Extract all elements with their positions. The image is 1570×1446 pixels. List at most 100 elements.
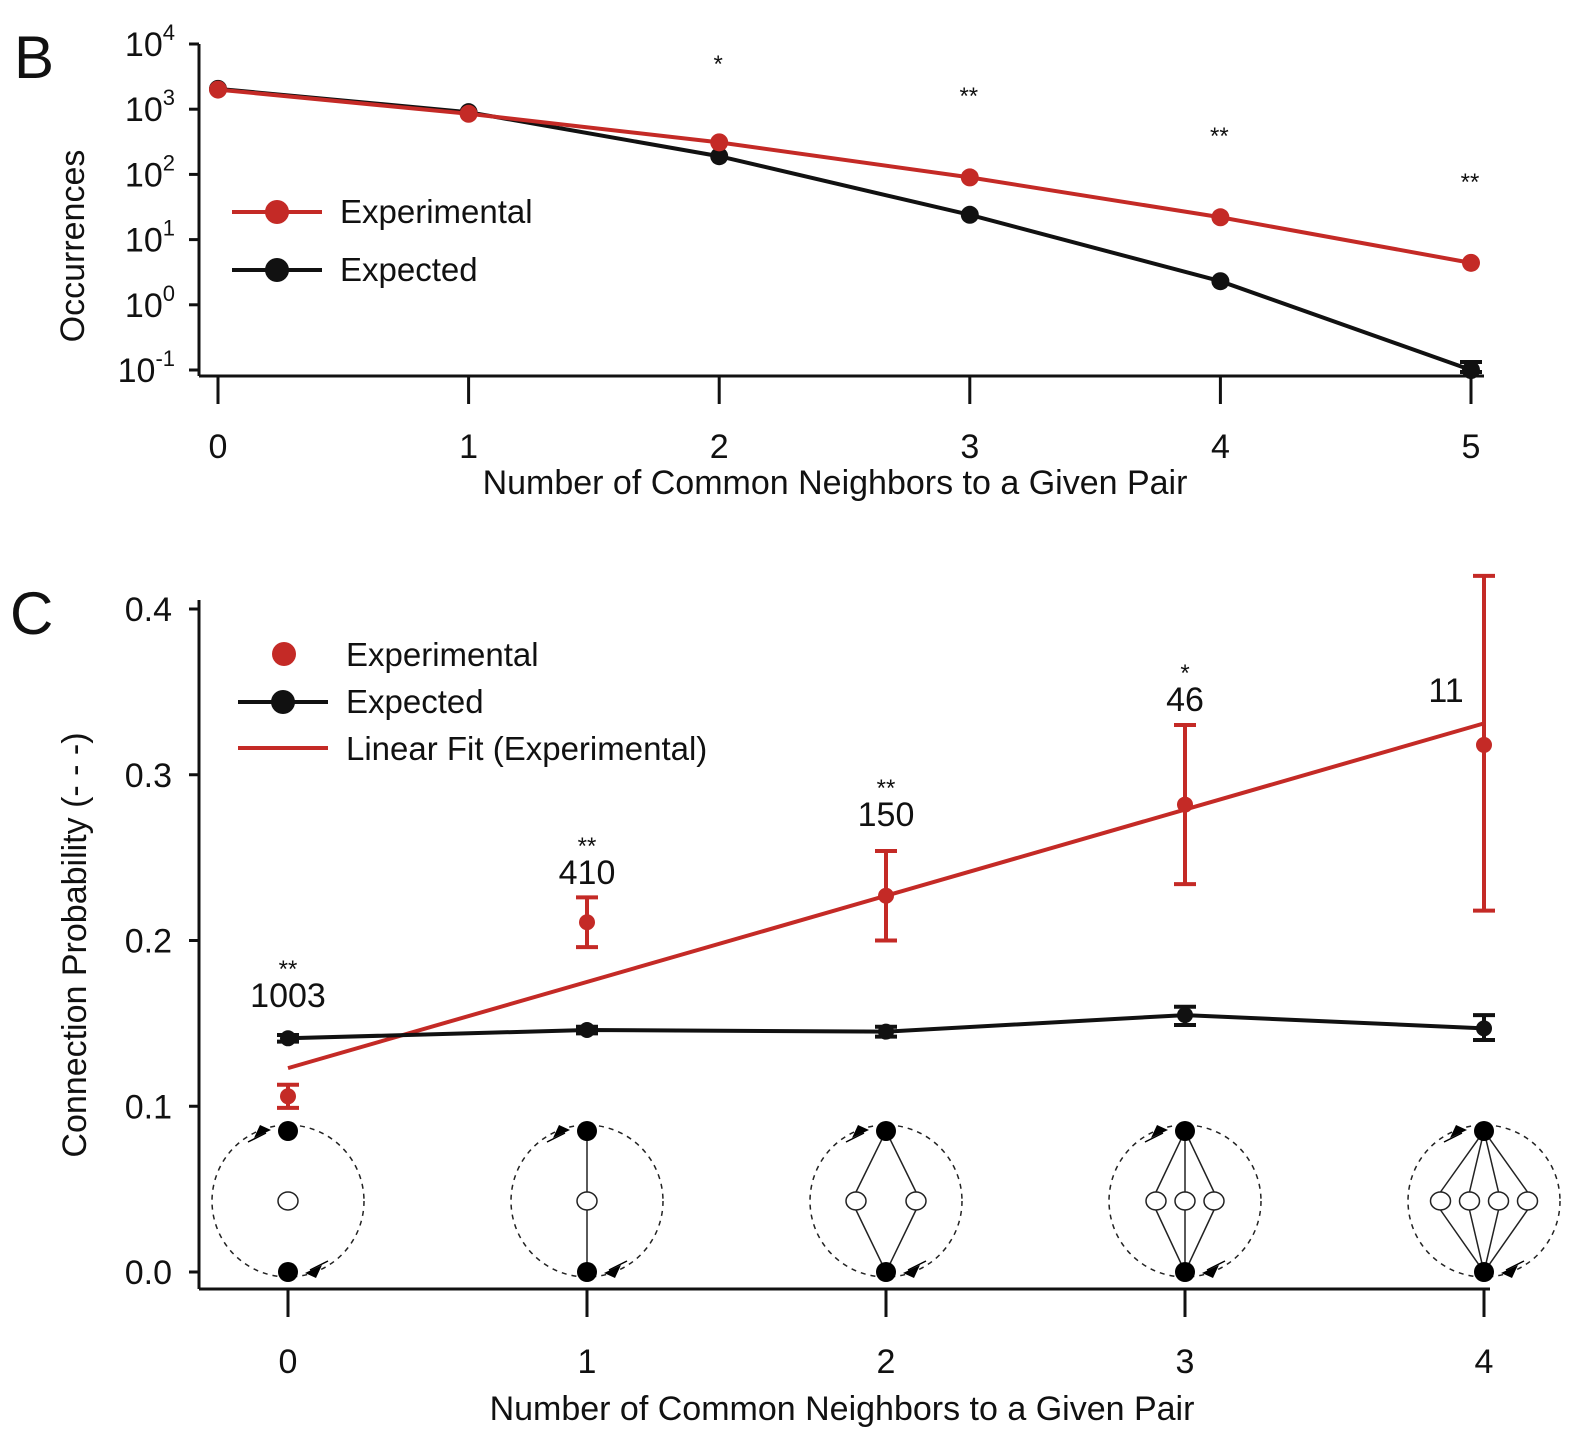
c-x-tick-label: 4 xyxy=(1475,1343,1494,1381)
c-motif-dashed-circle xyxy=(1108,1124,1262,1278)
c-sample-count-label: 11 xyxy=(1428,672,1463,710)
c-motif-arrow xyxy=(546,1132,566,1143)
c-motif-neighbor-node xyxy=(1174,1191,1196,1211)
c-motif-dashed-circle xyxy=(1407,1124,1561,1278)
b-significance-marker: ** xyxy=(1210,123,1229,150)
b-point-experimental xyxy=(459,104,478,123)
c-motif-pair-node xyxy=(1175,1262,1195,1282)
b-legend: Experimental Expected xyxy=(232,193,533,288)
c-sample-count-label: 46 xyxy=(1166,681,1204,719)
c-motif-pair-node xyxy=(1474,1262,1494,1282)
c-point-expected xyxy=(878,1023,894,1040)
c-point-experimental xyxy=(1177,796,1193,813)
b-y-tick-label: 103 xyxy=(125,85,175,129)
c-motif-neighbor-node xyxy=(845,1191,867,1211)
c-motif-neighbor-node xyxy=(277,1191,299,1211)
panel-c-label: C xyxy=(10,580,53,647)
c-motif-arrow xyxy=(1505,1260,1525,1271)
c-motif-neighbor-node xyxy=(1487,1191,1510,1211)
c-motif-neighbor-node xyxy=(1145,1191,1167,1211)
c-motif-neighbor-node xyxy=(1516,1191,1539,1211)
c-y-axis-label: Connection Probability (- - -) xyxy=(56,732,94,1157)
panel-c: C 0.0 0.1 0.2 0.3 0.4 0 1 2 3 4 Number of Common… xyxy=(10,573,1561,1428)
b-x-tick-label: 1 xyxy=(459,428,478,466)
c-motif-schematic xyxy=(1108,1121,1262,1282)
c-legend-experimental-marker xyxy=(272,642,296,666)
c-point-experimental xyxy=(579,914,595,931)
b-point-experimental xyxy=(710,133,729,152)
panel-b: B 10-1 100 101 102 103 104 0 1 2 3 4 5 Number of C… xyxy=(14,20,1484,502)
c-motif-schematic xyxy=(1407,1121,1561,1282)
b-x-tick-label: 3 xyxy=(960,428,979,466)
c-y-tick-label: 0.1 xyxy=(125,1088,172,1126)
c-point-experimental xyxy=(1476,736,1492,753)
c-motif-pair-node xyxy=(876,1121,896,1141)
c-motif-dashed-circle xyxy=(211,1124,365,1278)
c-motif-arrowhead xyxy=(604,1265,621,1278)
c-motif-pair-node xyxy=(278,1121,298,1141)
c-motif-edge xyxy=(885,1130,917,1193)
c-motif-pair-node xyxy=(577,1121,597,1141)
c-motif-neighbor-node xyxy=(905,1191,927,1211)
c-legend-expected-label: Expected xyxy=(346,683,484,720)
c-motif-dashed-circle xyxy=(510,1124,664,1278)
c-y-tick-label: 0.2 xyxy=(125,923,172,961)
c-motif-edge xyxy=(1155,1209,1186,1273)
b-point-expected xyxy=(710,147,729,166)
c-motif-neighbor-node xyxy=(1429,1191,1452,1211)
c-point-experimental xyxy=(280,1088,296,1105)
c-x-tick-label: 3 xyxy=(1176,1343,1195,1381)
c-motif-arrow xyxy=(247,1132,267,1143)
c-x-axis-label: Number of Common Neighbors to a Given Pa… xyxy=(490,1390,1195,1428)
c-motif-arrowhead xyxy=(852,1125,869,1138)
b-significance-marker: * xyxy=(714,51,723,78)
c-motif-edge xyxy=(1483,1130,1529,1193)
c-motif-schematic xyxy=(809,1121,963,1282)
b-point-experimental xyxy=(1211,208,1230,227)
c-sample-count-label: 1003 xyxy=(250,977,326,1015)
c-sample-count-label: 410 xyxy=(559,854,616,892)
b-significance-marker: ** xyxy=(959,83,978,110)
c-significance-marker: ** xyxy=(578,833,597,860)
panel-b-label: B xyxy=(14,24,54,91)
b-y-tick-label: 100 xyxy=(125,281,175,325)
c-x-tick-label: 0 xyxy=(279,1343,298,1381)
c-y-tick-label: 0.0 xyxy=(125,1254,172,1292)
c-motif-edge xyxy=(1483,1209,1529,1273)
c-motif-edge xyxy=(1483,1130,1500,1193)
c-motif-neighbor-node xyxy=(1203,1191,1225,1211)
c-significance-marker: ** xyxy=(877,775,896,802)
c-point-expected xyxy=(1476,1020,1492,1037)
c-motif-neighbor-node xyxy=(576,1191,598,1211)
c-motif-arrow xyxy=(309,1260,329,1271)
c-legend: Experimental Expected Linear Fit (Experi… xyxy=(238,636,707,767)
c-motif-arrowhead xyxy=(903,1265,920,1278)
c-motif-arrow xyxy=(845,1132,865,1143)
b-point-experimental xyxy=(960,168,979,187)
b-y-tick-label: 102 xyxy=(125,150,175,194)
b-point-expected xyxy=(960,205,979,224)
c-y-tick-label: 0.3 xyxy=(125,757,172,795)
c-significance-marker: ** xyxy=(279,956,298,983)
c-motif-arrowhead xyxy=(1501,1265,1518,1278)
b-legend-experimental-marker xyxy=(265,200,289,224)
c-sample-count-label: 150 xyxy=(858,796,915,834)
c-motif-arrow xyxy=(1443,1132,1463,1143)
c-motif-arrowhead xyxy=(1151,1125,1168,1138)
c-y-tick-label: 0.4 xyxy=(125,591,172,629)
c-legend-fit-label: Linear Fit (Experimental) xyxy=(346,730,707,767)
b-x-tick-label: 5 xyxy=(1462,428,1481,466)
c-motif-pair-node xyxy=(577,1262,597,1282)
b-legend-expected-marker xyxy=(265,258,289,282)
c-motif-pair-node xyxy=(1474,1121,1494,1141)
c-point-expected xyxy=(579,1022,595,1039)
c-motif-edge xyxy=(1468,1130,1485,1193)
b-point-experimental xyxy=(1462,253,1480,272)
c-motif-arrow xyxy=(907,1260,927,1271)
b-x-tick-label: 2 xyxy=(710,428,729,466)
b-x-tick-label: 0 xyxy=(209,428,228,466)
c-x-tick-label: 1 xyxy=(578,1343,597,1381)
c-motif-neighbor-node xyxy=(1458,1191,1481,1211)
c-motif-edge xyxy=(1468,1209,1485,1273)
c-significance-marker: * xyxy=(1180,660,1189,687)
